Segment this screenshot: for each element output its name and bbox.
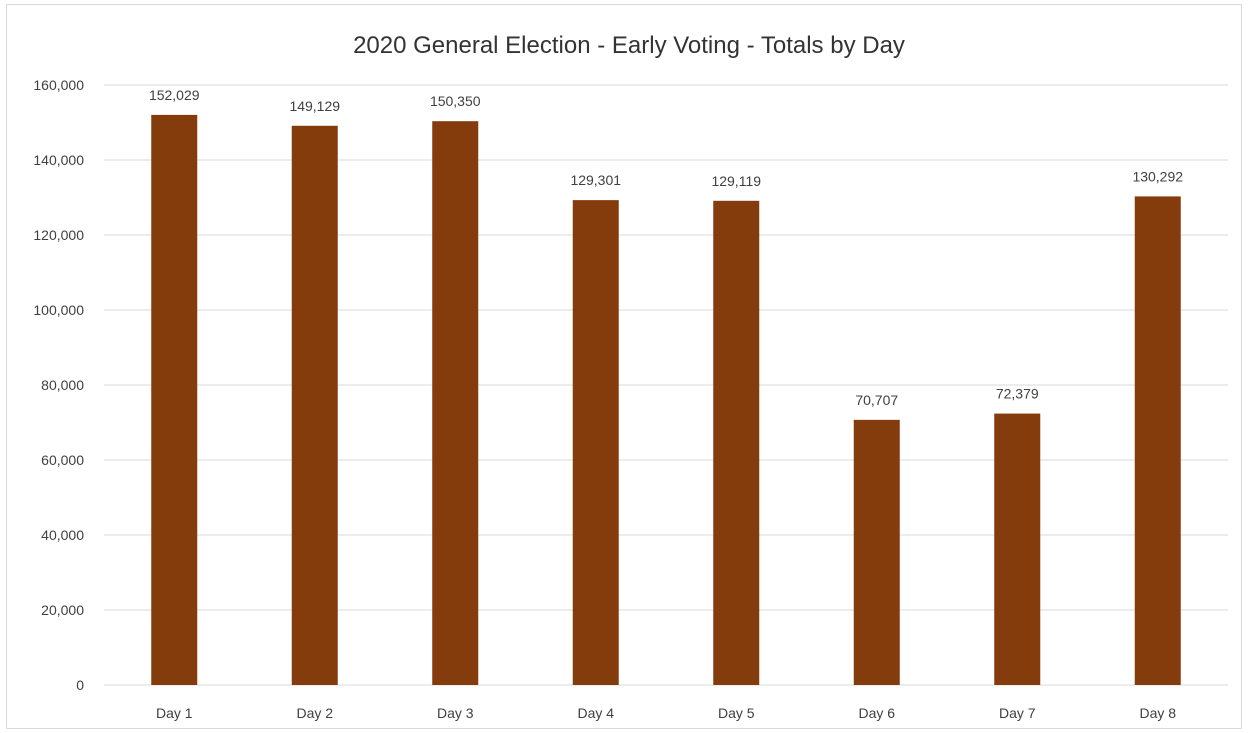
x-tick-label: Day 1 (156, 705, 193, 721)
x-tick-label: Day 7 (999, 705, 1036, 721)
data-label: 129,119 (711, 173, 761, 189)
bar-6 (853, 419, 900, 685)
y-tick-label: 140,000 (33, 152, 84, 168)
chart-title: 2020 General Election - Early Voting - T… (353, 32, 905, 59)
y-tick-label: 160,000 (33, 77, 84, 93)
bars (151, 114, 1181, 686)
bar-4 (572, 200, 619, 685)
x-tick-label: Day 2 (296, 705, 333, 721)
y-tick-label: 20,000 (41, 602, 84, 618)
data-label: 129,301 (570, 172, 621, 188)
x-tick-label: Day 3 (437, 705, 474, 721)
y-tick-label: 100,000 (33, 302, 84, 318)
y-tick-label: 60,000 (41, 452, 84, 468)
y-tick-label: 80,000 (41, 377, 84, 393)
data-label: 130,292 (1132, 168, 1183, 184)
gridlines (104, 84, 1228, 686)
x-tick-label: Day 5 (718, 705, 755, 721)
bar-7 (994, 413, 1041, 685)
data-label: 72,379 (996, 386, 1039, 402)
y-axis-tick-labels: 0 20,000 40,000 60,000 80,000 100,000 120,000 1… (33, 77, 84, 693)
data-labels: 152,029 149,129 150,350 129,301 129,119 70,70… (149, 87, 1183, 408)
x-tick-label: Day 8 (1139, 705, 1176, 721)
bar-3 (432, 121, 479, 685)
x-axis-tick-labels: Day 1 Day 2 Day 3 Day 4 Day 5 Day 6 Day 7 Day 8 (156, 705, 1176, 721)
x-tick-label: Day 6 (858, 705, 895, 721)
y-tick-label: 120,000 (33, 227, 84, 243)
bar-2 (291, 125, 338, 686)
data-label: 152,029 (149, 87, 200, 103)
bar-5 (713, 200, 760, 685)
data-label: 150,350 (430, 93, 481, 109)
y-tick-label: 40,000 (41, 527, 84, 543)
data-label: 149,129 (289, 98, 340, 114)
bar-1 (151, 114, 198, 686)
y-tick-label: 0 (76, 677, 84, 693)
x-tick-label: Day 4 (577, 705, 614, 721)
data-label: 70,707 (855, 392, 898, 408)
bar-8 (1134, 196, 1181, 685)
